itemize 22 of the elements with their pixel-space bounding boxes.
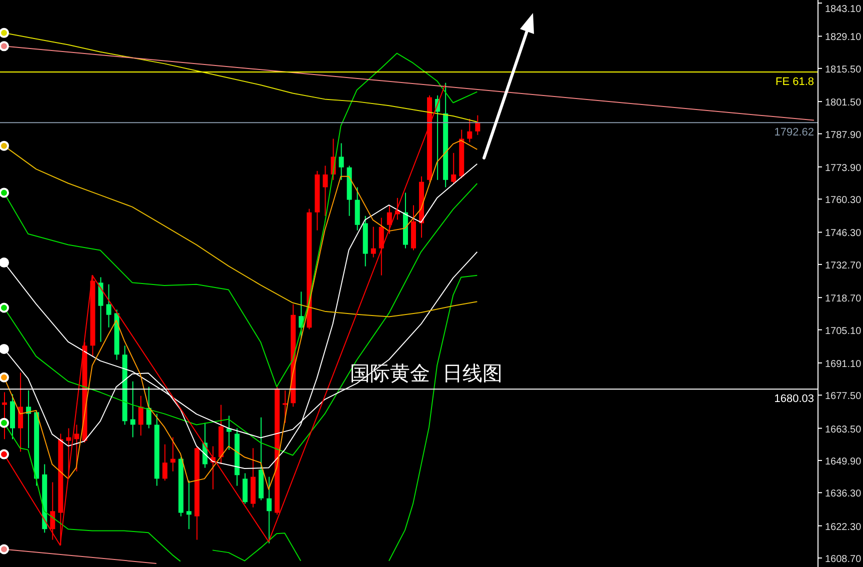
y-tick-label: 1829.10 xyxy=(825,32,862,44)
y-tick-label: 1663.50 xyxy=(825,424,862,436)
y-tick-label: 1843.10 xyxy=(825,4,862,15)
y-tick-label: 1746.30 xyxy=(825,228,862,240)
y-tick-label: 1773.90 xyxy=(825,162,862,174)
y-tick-label: 1718.70 xyxy=(825,294,862,305)
ref-line-label: 1792.62 xyxy=(774,126,814,139)
y-tick-label: 1677.50 xyxy=(825,391,862,402)
y-tick-label: 1608.70 xyxy=(825,554,862,566)
ref-line-label: FE 61.8 xyxy=(775,76,814,88)
y-tick-label: 1732.70 xyxy=(825,260,862,272)
y-tick-label: 1691.10 xyxy=(825,358,862,370)
y-tick-label: 1636.30 xyxy=(825,488,862,500)
y-tick-label: 1705.10 xyxy=(825,326,862,337)
ref-line-label: 1680.03 xyxy=(774,393,814,406)
y-tick-label: 1760.30 xyxy=(825,195,862,206)
y-tick-label: 1815.50 xyxy=(825,64,862,76)
annotation: 国际黄金 日线图 xyxy=(350,360,503,387)
y-tick-label: 1801.50 xyxy=(825,98,862,109)
y-tick-label: 1787.90 xyxy=(825,130,862,141)
y-tick-label: 1622.30 xyxy=(825,522,862,533)
y-tick-label: 1649.90 xyxy=(825,456,862,468)
